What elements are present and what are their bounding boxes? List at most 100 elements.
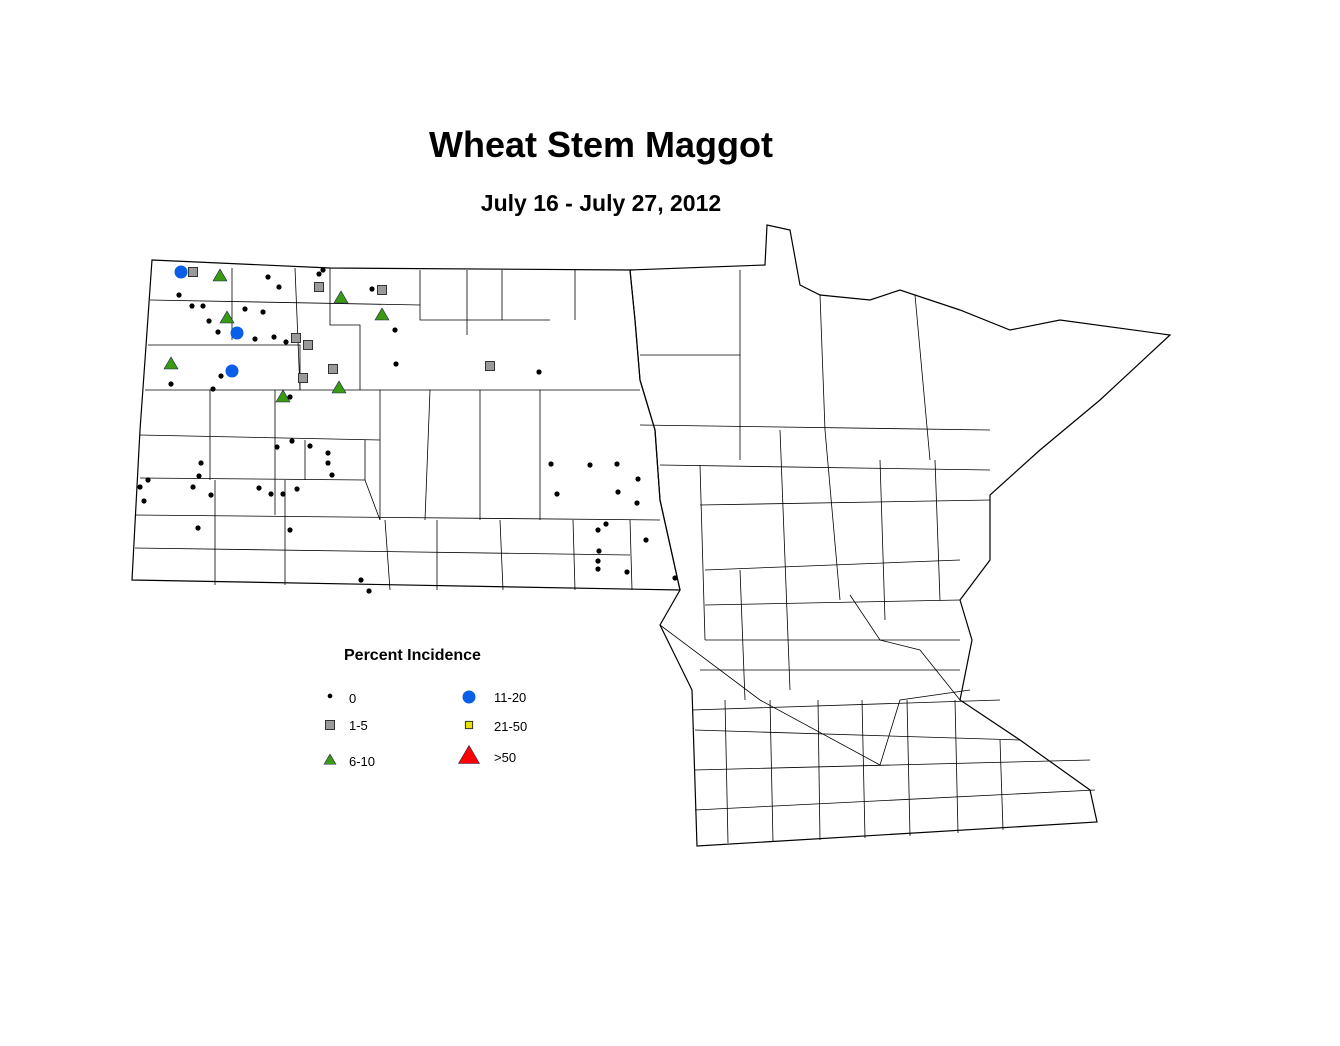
sample-site-marker-0 (536, 369, 542, 375)
minnesota-outline (629, 224, 1172, 847)
north-dakota-outline (131, 259, 681, 591)
legend-title: Percent Incidence (344, 647, 481, 664)
sample-site-marker-0 (294, 486, 300, 492)
sample-site-marker-0 (176, 292, 182, 298)
sample-site-marker-1-5 (298, 373, 308, 383)
legend-label: 11-20 (494, 690, 527, 705)
sample-site-marker-0 (329, 472, 335, 478)
county-boundary (139, 477, 366, 481)
sample-site-marker-0 (242, 306, 248, 312)
sample-site-marker-0 (195, 525, 201, 531)
sample-site-marker-11-20 (230, 326, 244, 340)
legend-symbol-square-icon (325, 720, 335, 730)
sample-site-marker-0 (289, 438, 295, 444)
sample-site-marker-0 (325, 450, 331, 456)
county-boundary (134, 514, 661, 521)
sample-site-marker-0 (252, 336, 258, 342)
sample-site-marker-0 (615, 489, 621, 495)
sample-site-marker-0 (287, 527, 293, 533)
county-boundary (914, 294, 931, 461)
county-boundary (294, 267, 301, 391)
sample-site-marker-0 (614, 461, 620, 467)
county-boundary (879, 459, 886, 621)
county-boundary (572, 519, 576, 591)
sample-site-marker-0 (206, 318, 212, 324)
sample-site-marker-0 (280, 491, 286, 497)
sample-site-marker-6-10 (374, 307, 390, 321)
sample-site-marker-0 (189, 303, 195, 309)
sample-site-marker-11-20 (225, 364, 239, 378)
legend-label: >50 (494, 750, 517, 765)
county-boundary (954, 699, 959, 834)
sample-site-marker-6-10 (333, 290, 349, 304)
sample-site-marker-0 (393, 361, 399, 367)
county-boundary (817, 699, 821, 841)
legend-symbol-square-icon (464, 720, 474, 730)
sample-site-marker-1-5 (303, 340, 313, 350)
county-boundary (906, 699, 911, 837)
sample-site-marker-0 (634, 500, 640, 506)
county-boundary (659, 624, 971, 766)
county-boundary (934, 459, 941, 601)
sample-site-marker-1-5 (377, 285, 387, 295)
sample-site-marker-0 (635, 476, 641, 482)
sample-site-marker-11-20 (174, 265, 188, 279)
sample-site-marker-1-5 (314, 282, 324, 292)
sample-site-marker-0 (307, 443, 313, 449)
sample-site-marker-1-5 (328, 364, 338, 374)
county-boundary (384, 519, 391, 591)
county-boundary (704, 559, 961, 571)
legend-symbol-dot-icon (327, 693, 333, 699)
sample-site-marker-0 (392, 327, 398, 333)
legend-symbol-triangle-icon (457, 744, 481, 764)
sample-site-marker-0 (190, 484, 196, 490)
sample-site-marker-0 (595, 558, 601, 564)
county-boundary (824, 429, 841, 601)
sample-site-marker-0 (210, 386, 216, 392)
sample-site-marker-0 (141, 498, 147, 504)
county-boundary (329, 268, 361, 390)
sample-site-marker-0 (587, 462, 593, 468)
county-boundary (724, 699, 729, 844)
county-boundary (699, 499, 991, 506)
legend-symbol-circle-icon (462, 690, 476, 704)
county-boundary (691, 699, 1001, 711)
sample-site-marker-0 (137, 484, 143, 490)
sample-site-marker-6-10 (212, 268, 228, 282)
sample-site-marker-0 (603, 521, 609, 527)
sample-site-marker-6-10 (331, 380, 347, 394)
sample-site-marker-0 (316, 271, 322, 277)
county-boundary (694, 789, 1096, 811)
sample-site-marker-6-10 (275, 389, 291, 403)
sample-site-marker-1-5 (291, 333, 301, 343)
sample-site-marker-0 (366, 588, 372, 594)
sample-site-marker-0 (358, 577, 364, 583)
sample-site-marker-0 (208, 492, 214, 498)
sample-site-marker-0 (200, 303, 206, 309)
sample-site-marker-0 (643, 537, 649, 543)
county-boundary (134, 547, 631, 556)
sample-site-marker-0 (260, 309, 266, 315)
county-boundary (149, 299, 421, 306)
sample-site-marker-1-5 (485, 361, 495, 371)
sample-site-marker-0 (287, 394, 293, 400)
sample-site-marker-6-10 (219, 310, 235, 324)
sample-site-marker-0 (325, 460, 331, 466)
county-boundary (694, 759, 1091, 771)
sample-site-marker-0 (672, 575, 678, 581)
sample-site-marker-0 (218, 373, 224, 379)
sample-site-marker-0 (256, 485, 262, 491)
county-boundary (629, 519, 633, 591)
county-boundary (739, 569, 746, 701)
county-boundary (139, 434, 381, 441)
sample-site-marker-0 (320, 267, 326, 273)
legend-label: 0 (349, 691, 357, 706)
legend-label: 1-5 (349, 718, 368, 733)
sample-site-marker-0 (596, 548, 602, 554)
county-boundary (861, 699, 866, 839)
sample-site-marker-1-5 (188, 267, 198, 277)
sample-site-marker-0 (554, 491, 560, 497)
sample-site-marker-0 (168, 381, 174, 387)
county-boundary (501, 270, 550, 321)
